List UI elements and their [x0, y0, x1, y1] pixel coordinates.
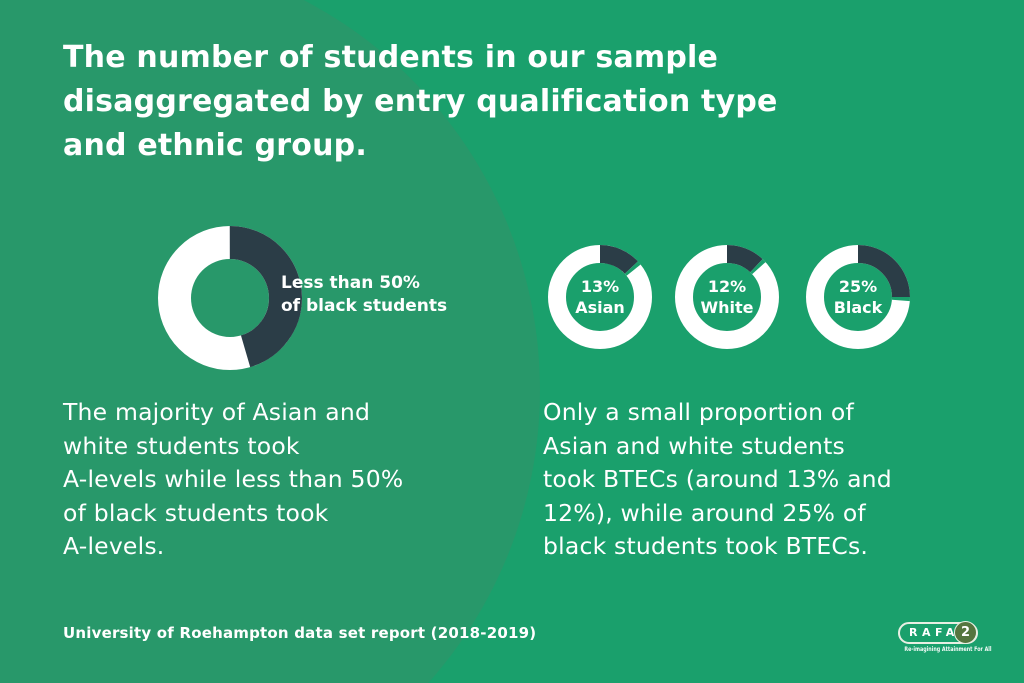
- btec-donut-black-label: 25% Black: [833, 277, 883, 317]
- rafa2-logo-wordmark: RAFA: [909, 626, 959, 639]
- btecs-description-text: Only a small proportion of Asian and whi…: [543, 398, 892, 560]
- rafa2-logo-tagline: Re-imagining Attainment For All: [904, 646, 992, 653]
- btec-donut-white-label: 12% White: [700, 277, 754, 317]
- data-source-attribution: University of Roehampton data set report…: [63, 624, 537, 642]
- alevels-donut-label: Less than 50% of black students: [281, 273, 448, 316]
- donut-segment-gap: [806, 245, 910, 349]
- btec-donut-asian: 13% Asian: [548, 245, 652, 349]
- alevels-description-text: The majority of Asian and white students…: [63, 398, 404, 560]
- donut-segment-dark: [548, 245, 652, 349]
- alevels-donut-chart: [158, 226, 302, 370]
- btec-donut-asian-label: 13% Asian: [575, 277, 625, 317]
- donut-segment-dark: [675, 245, 779, 349]
- rafa2-logo-number: 2: [960, 625, 971, 640]
- btec-donut-black: 25% Black: [806, 245, 910, 349]
- donut-segment-dark: [158, 226, 302, 370]
- rafa2-logo: RAFA 2 Re-imagining Attainment For All: [898, 621, 992, 653]
- rafa2-logo-pill-outline: [898, 622, 978, 644]
- btec-donut-white: 12% White: [675, 245, 779, 349]
- donut-segment-gap: [548, 245, 652, 349]
- btec-donut-white-chart: [675, 245, 779, 349]
- donut-segment-gap: [675, 245, 779, 349]
- rafa2-logo-number-badge: 2: [954, 621, 977, 644]
- btec-donut-asian-chart: [548, 245, 652, 349]
- page-title: The number of students in our sample dis…: [63, 40, 778, 163]
- btec-donut-black-chart: [806, 245, 910, 349]
